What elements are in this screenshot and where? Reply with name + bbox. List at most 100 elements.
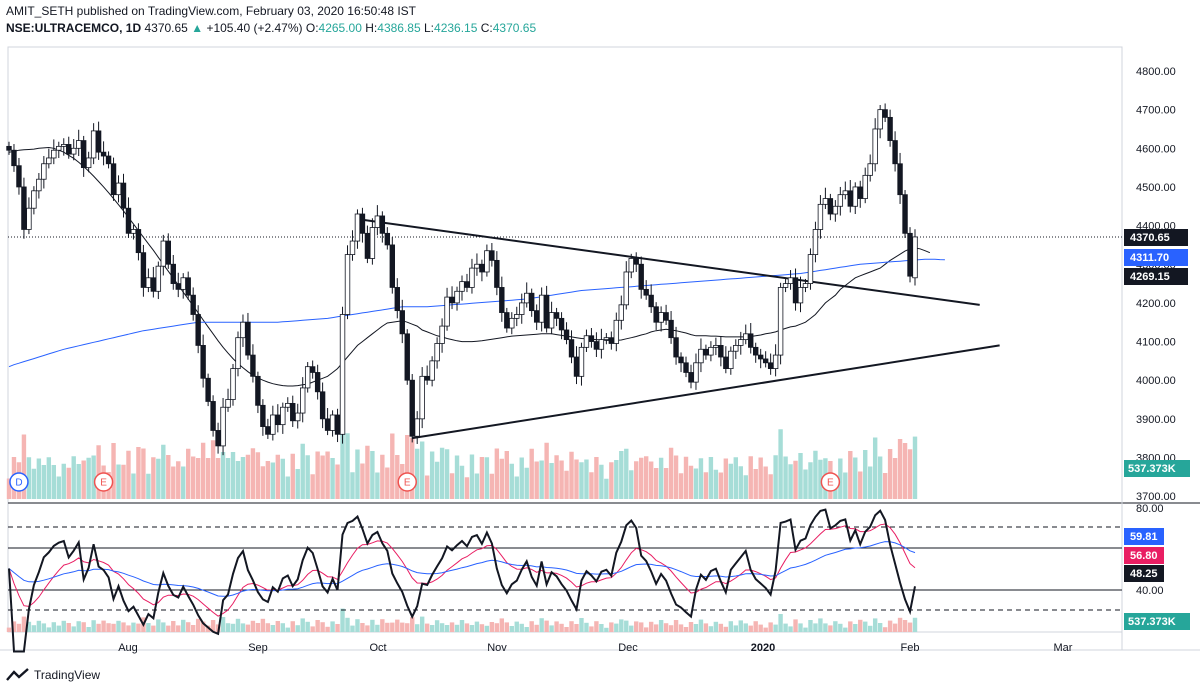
candle-body [583, 335, 590, 348]
rsi-volume-bar [843, 627, 848, 632]
rsi-volume-bar [718, 623, 724, 632]
candle-body [638, 263, 644, 290]
candle-body [275, 414, 281, 426]
rsi-volume-bar [390, 622, 395, 632]
earnings-event-icon[interactable]: E [93, 472, 114, 492]
volume-bar [609, 462, 614, 499]
volume-bar [673, 455, 679, 499]
rsi-volume-bar [867, 625, 873, 632]
candle-body [603, 337, 610, 341]
volume-bar [539, 460, 544, 499]
candle-body [817, 203, 824, 230]
close-label: C: [480, 21, 493, 35]
rsi-volume-bar [534, 624, 539, 632]
volume-bar [255, 452, 261, 499]
volume-bar [693, 468, 699, 499]
rsi-volume-bar [459, 620, 465, 632]
candle-body [688, 372, 694, 383]
rsi-volume-bar [634, 621, 639, 632]
rsi-volume-bar [778, 614, 783, 632]
volume-bar [200, 442, 206, 499]
candle-body [80, 140, 87, 169]
volume-bar [698, 458, 704, 499]
volume-bar [355, 449, 360, 499]
rsi-volume-bar [380, 619, 385, 632]
volume-bar [897, 439, 903, 499]
candle-body [449, 296, 455, 304]
trendline-lower [412, 344, 1000, 440]
rsi-volume-bar [668, 625, 674, 632]
rsi-volume-bar [848, 621, 853, 632]
rsi-volume-tag-bg [1124, 613, 1190, 630]
volume-bar [838, 458, 843, 499]
candle-body [892, 140, 898, 165]
candle-body [723, 356, 729, 370]
candle-body [782, 283, 789, 288]
rsi-volume-bar [121, 622, 126, 632]
time-tick-label: Oct [369, 642, 386, 654]
rsi-volume-bar [385, 622, 390, 632]
volume-bar [265, 461, 271, 499]
candle-body [757, 354, 764, 360]
candle-body [115, 182, 122, 196]
volume-bar [853, 457, 858, 499]
rsi-volume-bar [808, 620, 813, 632]
candle-body [708, 346, 714, 356]
candle-body [852, 186, 858, 207]
candle-body [598, 339, 605, 350]
rsi-volume-bar [494, 623, 500, 632]
volume-bar [574, 459, 579, 499]
volume-bar [793, 460, 798, 499]
high-value: 4386.85 [377, 21, 421, 35]
volume-bar [395, 455, 400, 499]
candle-body [120, 182, 127, 209]
rsi-volume-bar [688, 622, 694, 632]
volume-bar [365, 445, 370, 499]
rsi-volume-bar [544, 620, 549, 632]
volume-bar [295, 469, 300, 499]
rsi-volume-bar [823, 623, 828, 632]
volume-bar [464, 477, 470, 499]
candle-body [593, 341, 600, 350]
price-tag-bg [1124, 229, 1188, 246]
price-tick-label: 4600.00 [1136, 143, 1176, 155]
rsi-volume-bar [643, 627, 649, 632]
rsi-volume-bar [6, 627, 12, 632]
candle-body [145, 277, 152, 288]
candle-body [424, 375, 430, 381]
volume-bar [594, 457, 599, 499]
rsi-volume-bar [146, 623, 151, 632]
dividend-event-icon[interactable]: D [9, 472, 29, 492]
open-value: 4265.00 [318, 21, 362, 35]
candle-body [733, 345, 739, 352]
earnings-event-icon[interactable]: E [820, 472, 841, 492]
volume-bar [877, 456, 883, 499]
earnings-event-icon[interactable]: E [397, 472, 417, 492]
volume-bar [36, 458, 42, 499]
candle-body [334, 414, 341, 435]
volume-bar [723, 458, 729, 499]
volume-bar [131, 473, 136, 499]
candle-body [877, 109, 883, 130]
candle-body [349, 240, 356, 255]
volume-bar [494, 448, 500, 499]
candle-body [494, 259, 500, 288]
tradingview-footer[interactable]: TradingView [6, 668, 100, 682]
rsi-volume-bar [111, 623, 116, 632]
rsi-volume-bar [449, 622, 455, 632]
price-tag-label: 4269.15 [1130, 271, 1170, 283]
candle-body [46, 157, 52, 165]
volume-bar [390, 433, 395, 499]
rsi-volume-bar [858, 619, 863, 632]
candle-body [444, 296, 450, 327]
candle-body [6, 145, 12, 151]
candle-body [902, 194, 908, 234]
rsi-volume-bar [131, 622, 136, 632]
rsi-tag-label: 48.25 [1130, 568, 1158, 580]
volume-bar [51, 465, 57, 499]
volume-bar [360, 463, 365, 499]
volume-bar [912, 436, 918, 499]
rsi-volume-bar [181, 619, 186, 632]
